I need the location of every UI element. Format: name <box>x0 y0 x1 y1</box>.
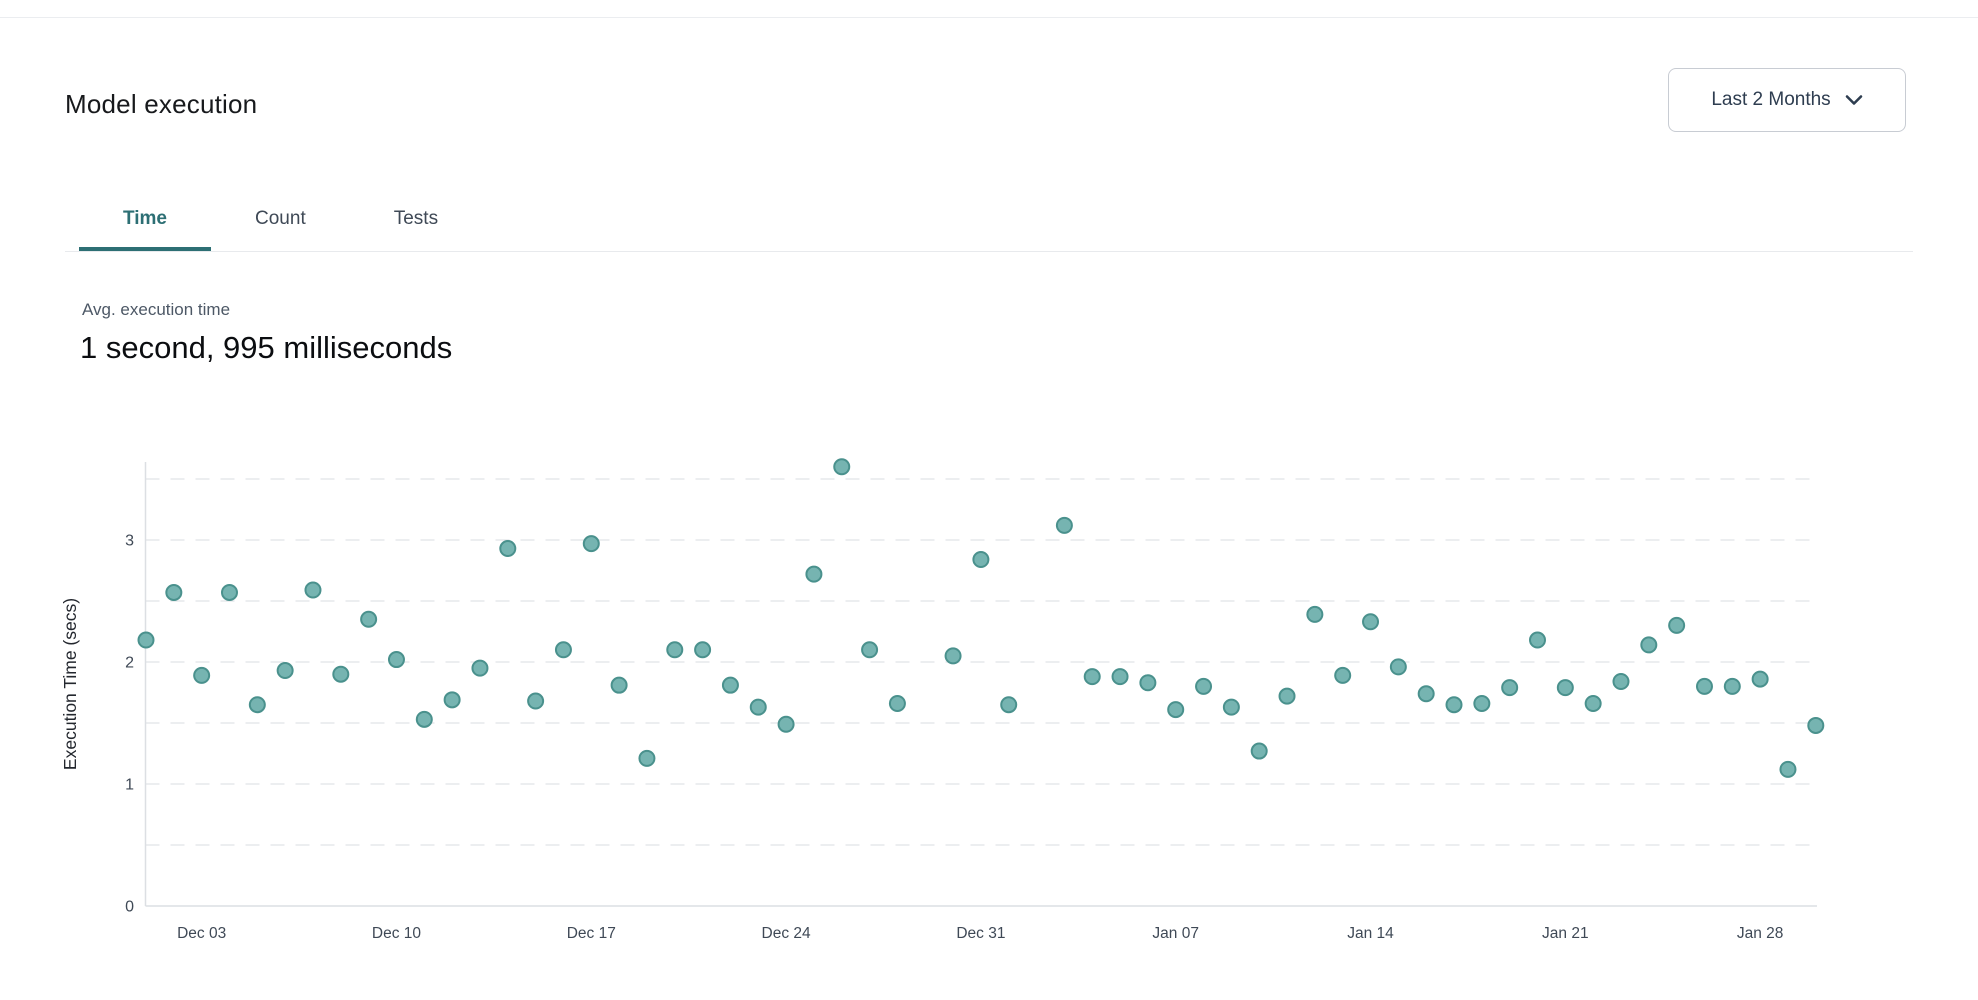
data-point[interactable] <box>638 749 656 767</box>
data-point[interactable] <box>276 662 294 680</box>
data-point[interactable] <box>1473 694 1491 712</box>
data-point[interactable] <box>1250 742 1268 760</box>
data-point[interactable] <box>387 651 405 669</box>
date-range-selector[interactable]: Last 2 Months <box>1668 68 1906 132</box>
data-point[interactable] <box>1111 668 1129 686</box>
data-point[interactable] <box>888 694 906 712</box>
data-point[interactable] <box>1055 516 1073 534</box>
data-point[interactable] <box>1139 674 1157 692</box>
y-tick-label: 2 <box>125 655 134 672</box>
stat-label: Avg. execution time <box>82 300 231 319</box>
data-point[interactable] <box>1362 613 1380 631</box>
data-point[interactable] <box>861 641 879 659</box>
data-point[interactable] <box>1501 679 1519 697</box>
data-point[interactable] <box>944 647 962 665</box>
date-range-label: Last 2 Months <box>1711 89 1831 110</box>
data-point[interactable] <box>777 715 795 733</box>
data-point[interactable] <box>193 666 211 684</box>
data-point[interactable] <box>165 583 183 601</box>
data-point[interactable] <box>248 696 266 714</box>
data-point[interactable] <box>332 665 350 683</box>
data-point[interactable] <box>582 535 600 553</box>
data-point[interactable] <box>1167 701 1185 719</box>
data-point[interactable] <box>360 610 378 628</box>
data-point[interactable] <box>1584 694 1602 712</box>
data-point[interactable] <box>1723 677 1741 695</box>
data-point[interactable] <box>1195 677 1213 695</box>
chevron-down-icon <box>1845 94 1863 106</box>
data-point[interactable] <box>1445 696 1463 714</box>
x-tick-label: Dec 24 <box>762 925 811 942</box>
tab-tests[interactable]: Tests <box>393 207 439 229</box>
data-point[interactable] <box>610 676 628 694</box>
data-point[interactable] <box>1222 698 1240 716</box>
top-divider <box>0 17 1978 18</box>
data-point[interactable] <box>666 641 684 659</box>
data-point[interactable] <box>1807 716 1825 734</box>
data-point[interactable] <box>527 692 545 710</box>
data-point[interactable] <box>1389 658 1407 676</box>
page-title: Model execution <box>65 89 258 120</box>
data-point[interactable] <box>1278 687 1296 705</box>
y-axis-title: Execution Time (secs) <box>60 598 80 770</box>
data-point[interactable] <box>1083 668 1101 686</box>
y-tick-label: 3 <box>125 533 134 550</box>
stat-value: 1 second, 995 milliseconds <box>80 330 453 365</box>
data-point[interactable] <box>499 540 517 558</box>
data-point[interactable] <box>972 551 990 569</box>
data-point[interactable] <box>1612 673 1630 691</box>
y-tick-label: 1 <box>125 777 134 794</box>
data-point[interactable] <box>805 565 823 583</box>
x-tick-label: Jan 14 <box>1347 925 1394 942</box>
x-tick-label: Dec 03 <box>177 925 226 942</box>
data-point[interactable] <box>220 583 238 601</box>
data-point[interactable] <box>304 581 322 599</box>
tab-time[interactable]: Time <box>79 186 212 251</box>
data-point[interactable] <box>1417 685 1435 703</box>
data-point[interactable] <box>1640 636 1658 654</box>
data-point[interactable] <box>471 659 489 677</box>
data-point[interactable] <box>415 710 433 728</box>
x-tick-label: Dec 31 <box>956 925 1005 942</box>
data-point[interactable] <box>1695 677 1713 695</box>
data-point[interactable] <box>721 676 739 694</box>
data-point[interactable] <box>443 691 461 709</box>
data-point[interactable] <box>1668 616 1686 634</box>
data-point[interactable] <box>749 698 767 716</box>
data-point[interactable] <box>1000 696 1018 714</box>
tab-bar: Time Count Tests <box>65 186 1913 252</box>
data-point[interactable] <box>1751 670 1769 688</box>
y-tick-label: 0 <box>125 899 134 916</box>
tab-count[interactable]: Count <box>255 207 306 229</box>
x-tick-label: Dec 17 <box>567 925 616 942</box>
x-tick-label: Dec 10 <box>372 925 421 942</box>
x-tick-label: Jan 07 <box>1152 925 1199 942</box>
data-point[interactable] <box>1529 631 1546 649</box>
x-tick-label: Jan 28 <box>1737 925 1784 942</box>
data-point[interactable] <box>694 641 712 659</box>
data-point[interactable] <box>137 631 155 649</box>
data-point[interactable] <box>1779 760 1797 778</box>
data-point[interactable] <box>1306 605 1324 623</box>
data-point[interactable] <box>1334 666 1352 684</box>
x-tick-label: Jan 21 <box>1542 925 1589 942</box>
data-point[interactable] <box>1556 679 1574 697</box>
data-point[interactable] <box>554 641 572 659</box>
data-point[interactable] <box>833 458 851 476</box>
